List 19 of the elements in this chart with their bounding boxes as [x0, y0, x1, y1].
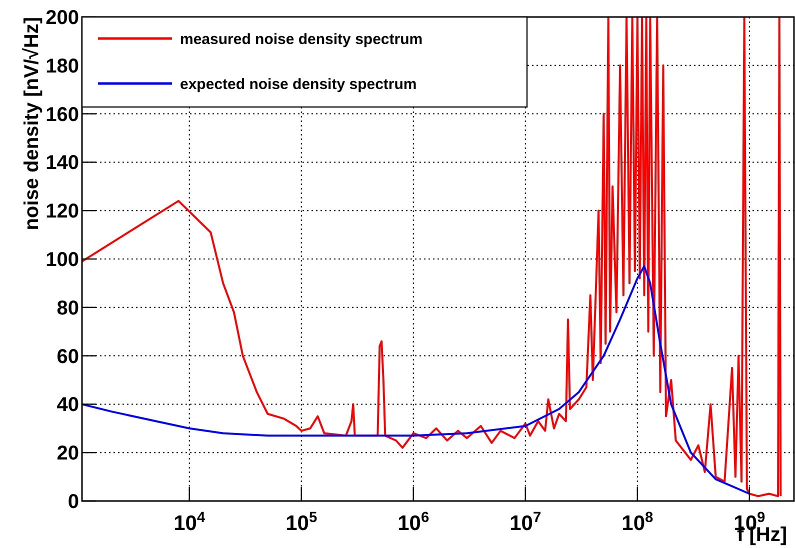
y-tick-label: 140	[46, 152, 79, 174]
y-tick-label: 160	[46, 104, 79, 126]
y-tick-label: 0	[68, 491, 79, 513]
y-tick-label: 40	[56, 394, 79, 416]
x-tick-label: 10$^{8}$	[622, 510, 654, 535]
x-tick-label: 10$^{7}$	[510, 510, 542, 535]
y-tick-label: 180	[46, 55, 79, 78]
x-tick-label: 10$^{5}$	[286, 510, 318, 535]
y-tick-label: 100	[46, 249, 79, 271]
x-tick-label: 10$^{6}$	[398, 510, 430, 535]
y-tick-label: 80	[56, 297, 79, 320]
y-tick-label: 20	[56, 442, 79, 465]
y-tick-label: 60	[56, 346, 79, 368]
y-axis-title: noise density [nV/√Hz]	[21, 17, 43, 230]
y-tick-label: 200	[46, 7, 79, 29]
x-tick-label: 10$^{4}$	[174, 510, 206, 535]
legend-label: measured noise density spectrum	[180, 31, 423, 48]
y-tick-label: 120	[46, 200, 79, 223]
legend-label: expected noise density spectrum	[180, 76, 417, 93]
